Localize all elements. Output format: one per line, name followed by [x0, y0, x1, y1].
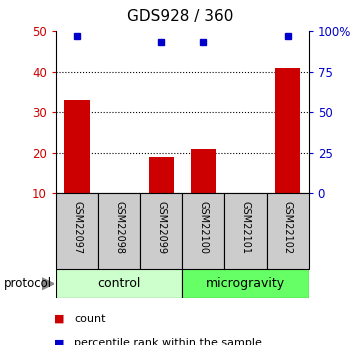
- Text: GSM22100: GSM22100: [198, 201, 208, 254]
- Text: GSM22102: GSM22102: [283, 201, 293, 254]
- Bar: [275, 68, 300, 193]
- Text: ■: ■: [54, 338, 65, 345]
- Text: GSM22097: GSM22097: [72, 201, 82, 254]
- Bar: [182, 193, 225, 269]
- Text: GSM22099: GSM22099: [156, 201, 166, 254]
- Bar: [182, 269, 309, 298]
- Text: protocol: protocol: [4, 277, 52, 290]
- Text: GDS928 / 360: GDS928 / 360: [127, 9, 234, 23]
- Polygon shape: [42, 278, 54, 290]
- Bar: [225, 193, 266, 269]
- Bar: [56, 193, 98, 269]
- Text: count: count: [74, 314, 105, 324]
- Text: microgravity: microgravity: [206, 277, 285, 290]
- Bar: [266, 193, 309, 269]
- Bar: [56, 269, 182, 298]
- Bar: [191, 149, 216, 193]
- Bar: [140, 193, 182, 269]
- Text: GSM22098: GSM22098: [114, 201, 124, 254]
- Bar: [64, 100, 90, 193]
- Text: percentile rank within the sample: percentile rank within the sample: [74, 338, 262, 345]
- Bar: [98, 193, 140, 269]
- Text: ■: ■: [54, 314, 65, 324]
- Text: control: control: [97, 277, 141, 290]
- Text: GSM22101: GSM22101: [240, 201, 251, 254]
- Bar: [149, 157, 174, 193]
